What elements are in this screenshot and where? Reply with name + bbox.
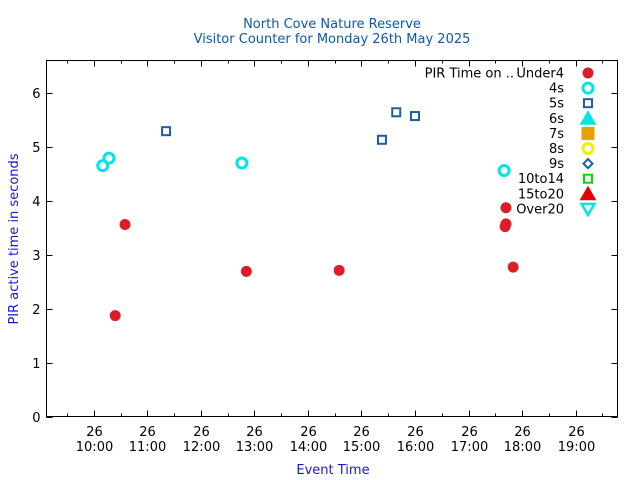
legend-label-under4: Under4 <box>516 67 564 82</box>
legend-marker-over20 <box>579 202 597 218</box>
legend-marker-10to14 <box>583 173 593 184</box>
x-tick-time: 17:00 <box>451 440 488 455</box>
legend-label-6s: 6s <box>549 112 564 127</box>
data-point-4s <box>235 156 249 170</box>
x-tick-day: 26 <box>300 425 317 440</box>
legend-marker-6s <box>579 110 597 125</box>
legend-label-4s: 4s <box>549 82 564 97</box>
legend-marker-9s <box>582 157 594 170</box>
x-tick-time: 14:00 <box>290 440 327 455</box>
legend-marker-15to20 <box>579 185 597 201</box>
data-point-5s <box>161 126 172 137</box>
x-tick-time: 13:00 <box>236 440 273 455</box>
data-point-4s <box>96 159 110 173</box>
x-tick-time: 11:00 <box>129 440 166 455</box>
x-tick-day: 26 <box>86 425 103 440</box>
x-tick-time: 16:00 <box>397 440 434 455</box>
x-tick-day: 26 <box>407 425 424 440</box>
y-tick-label: 5 <box>32 141 40 156</box>
data-point-under4 <box>240 265 252 277</box>
legend-label-5s: 5s <box>549 97 564 112</box>
data-point-5s <box>376 134 387 145</box>
x-tick-time: 12:00 <box>183 440 220 455</box>
y-tick-label: 2 <box>32 303 40 318</box>
data-point-under4 <box>507 261 519 273</box>
data-point-under4 <box>119 218 131 230</box>
data-point-under4 <box>500 218 512 230</box>
y-axis-label: PIR active time in seconds <box>7 153 22 324</box>
legend-marker-5s <box>583 98 593 109</box>
x-tick-day: 26 <box>353 425 370 440</box>
x-tick-time: 10:00 <box>76 440 113 455</box>
legend-label-7s: 7s <box>549 127 564 142</box>
data-point-under4 <box>109 310 121 322</box>
x-tick-time: 19:00 <box>558 440 595 455</box>
x-tick-day: 26 <box>139 425 156 440</box>
x-tick-time: 18:00 <box>504 440 541 455</box>
y-tick-label: 0 <box>32 411 40 426</box>
x-tick-day: 26 <box>246 425 263 440</box>
x-tick-time: 15:00 <box>343 440 380 455</box>
y-tick-label: 1 <box>32 357 40 372</box>
x-axis-label: Event Time <box>296 463 369 478</box>
x-tick-day: 26 <box>568 425 585 440</box>
y-tick-label: 3 <box>32 249 40 264</box>
data-point-5s <box>391 107 402 118</box>
y-tick-label: 4 <box>32 195 40 210</box>
x-tick-day: 26 <box>193 425 210 440</box>
x-tick-day: 26 <box>461 425 478 440</box>
legend-label-over20: Over20 <box>516 202 564 217</box>
legend-marker-under4 <box>582 67 594 79</box>
legend-marker-7s <box>581 126 595 140</box>
data-point-under4 <box>333 264 345 276</box>
data-point-under4 <box>500 202 512 214</box>
legend-label-8s: 8s <box>549 142 564 157</box>
data-point-4s <box>497 164 511 178</box>
legend-title: PIR Time on .. <box>425 67 514 82</box>
chart-subtitle: Visitor Counter for Monday 26th May 2025 <box>194 32 471 47</box>
legend-label-9s: 9s <box>549 157 564 172</box>
legend-marker-8s <box>581 142 595 155</box>
data-point-5s <box>409 111 420 122</box>
legend-label-15to20: 15to20 <box>518 187 564 202</box>
x-tick-day: 26 <box>514 425 531 440</box>
y-tick-label: 6 <box>32 87 40 102</box>
chart-title: North Cove Nature Reserve <box>243 17 421 32</box>
data-point-4s <box>102 151 116 165</box>
plot-frame <box>46 60 618 417</box>
legend-label-10to14: 10to14 <box>518 172 564 187</box>
legend-marker-4s <box>581 81 595 95</box>
